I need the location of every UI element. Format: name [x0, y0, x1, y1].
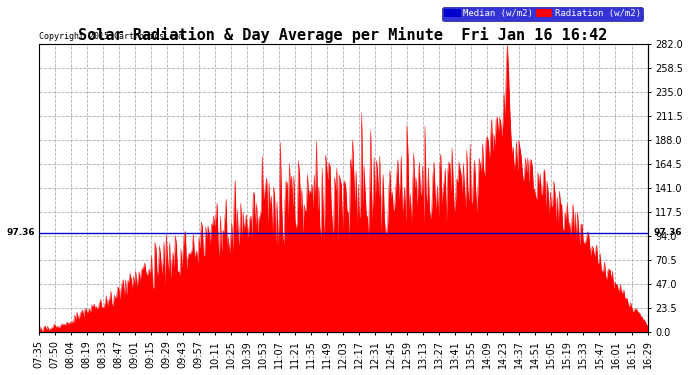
Text: Copyright 2015 Cartronics.com: Copyright 2015 Cartronics.com: [39, 32, 184, 41]
Text: 97.36: 97.36: [6, 228, 35, 237]
Legend: Median (w/m2), Radiation (w/m2): Median (w/m2), Radiation (w/m2): [442, 7, 643, 21]
Title: Solar Radiation & Day Average per Minute  Fri Jan 16 16:42: Solar Radiation & Day Average per Minute…: [79, 27, 608, 43]
Text: 97.36: 97.36: [653, 228, 682, 237]
